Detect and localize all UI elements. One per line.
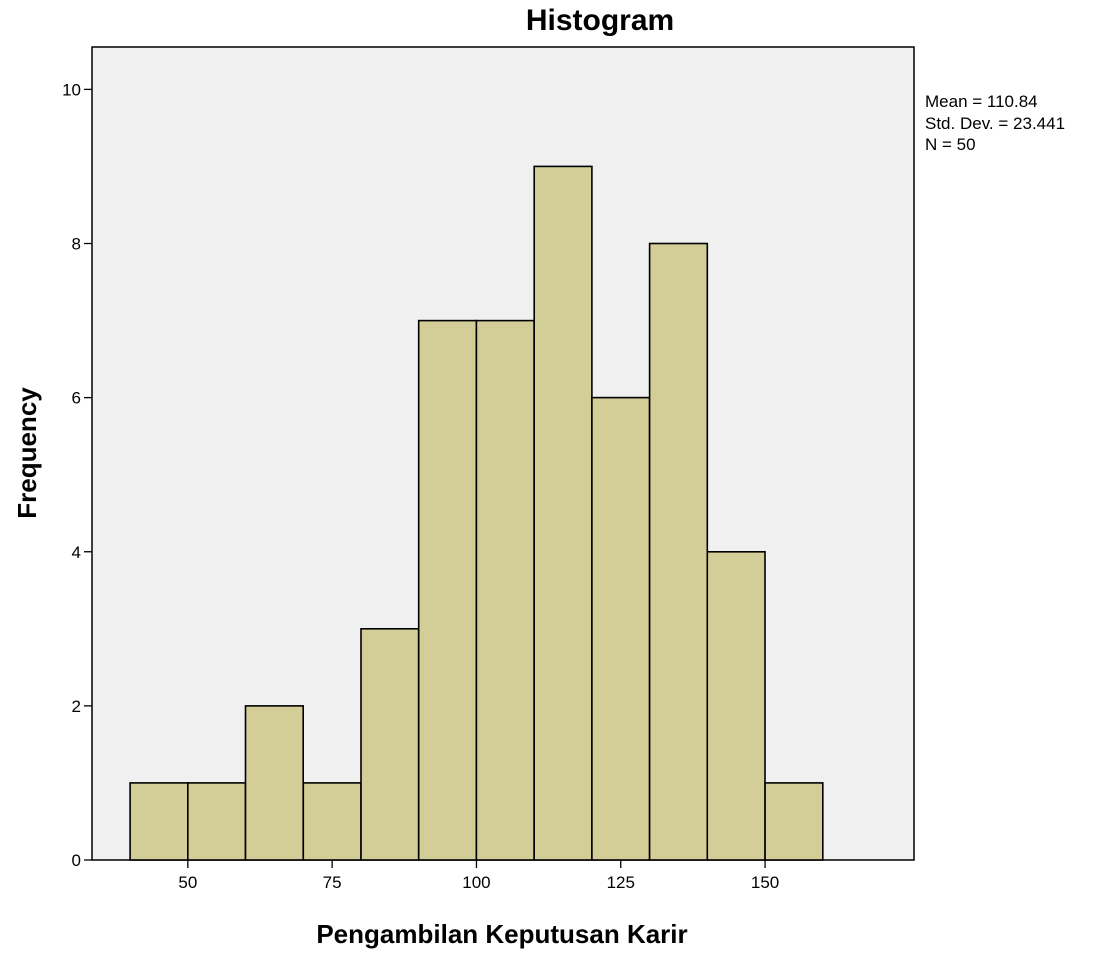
histogram-bar-8 [591,396,651,861]
stats-n: N = 50 [925,135,976,154]
y-tick-label: 8 [72,235,81,254]
chart-title: Histogram [526,4,674,37]
x-tick-label: 125 [607,873,635,892]
histogram-bar-9 [648,242,709,861]
histogram-bar-4 [360,627,420,861]
x-tick-label: 150 [751,873,779,892]
stats-std-dev: Std. Dev. = 23.441 [925,114,1065,133]
x-tick-label: 75 [323,873,342,892]
bars-group [129,165,824,861]
histogram-bar-5 [417,319,478,861]
stats-mean: Mean = 110.84 [925,92,1038,111]
y-tick-label: 10 [62,80,81,99]
y-axis: 0 2 4 6 8 10 [62,80,92,870]
histogram-bar-3 [302,782,362,861]
y-tick-label: 6 [72,389,81,408]
histogram-bar-0 [129,782,189,861]
histogram-bar-7 [533,165,593,861]
x-tick-label: 50 [178,873,197,892]
y-axis-title: Frequency [12,387,42,519]
y-tick-label: 2 [72,697,81,716]
x-axis: 50 75 100 125 150 [178,860,779,892]
x-axis-title: Pengambilan Keputusan Karir [316,919,687,949]
x-tick-label: 100 [462,873,490,892]
histogram-bar-6 [475,319,535,861]
histogram-bar-11 [764,782,824,861]
histogram-bar-2 [244,705,305,861]
y-tick-label: 4 [72,543,81,562]
histogram-bar-1 [187,782,247,861]
y-tick-label: 0 [72,851,81,870]
histogram-bar-10 [706,550,766,861]
